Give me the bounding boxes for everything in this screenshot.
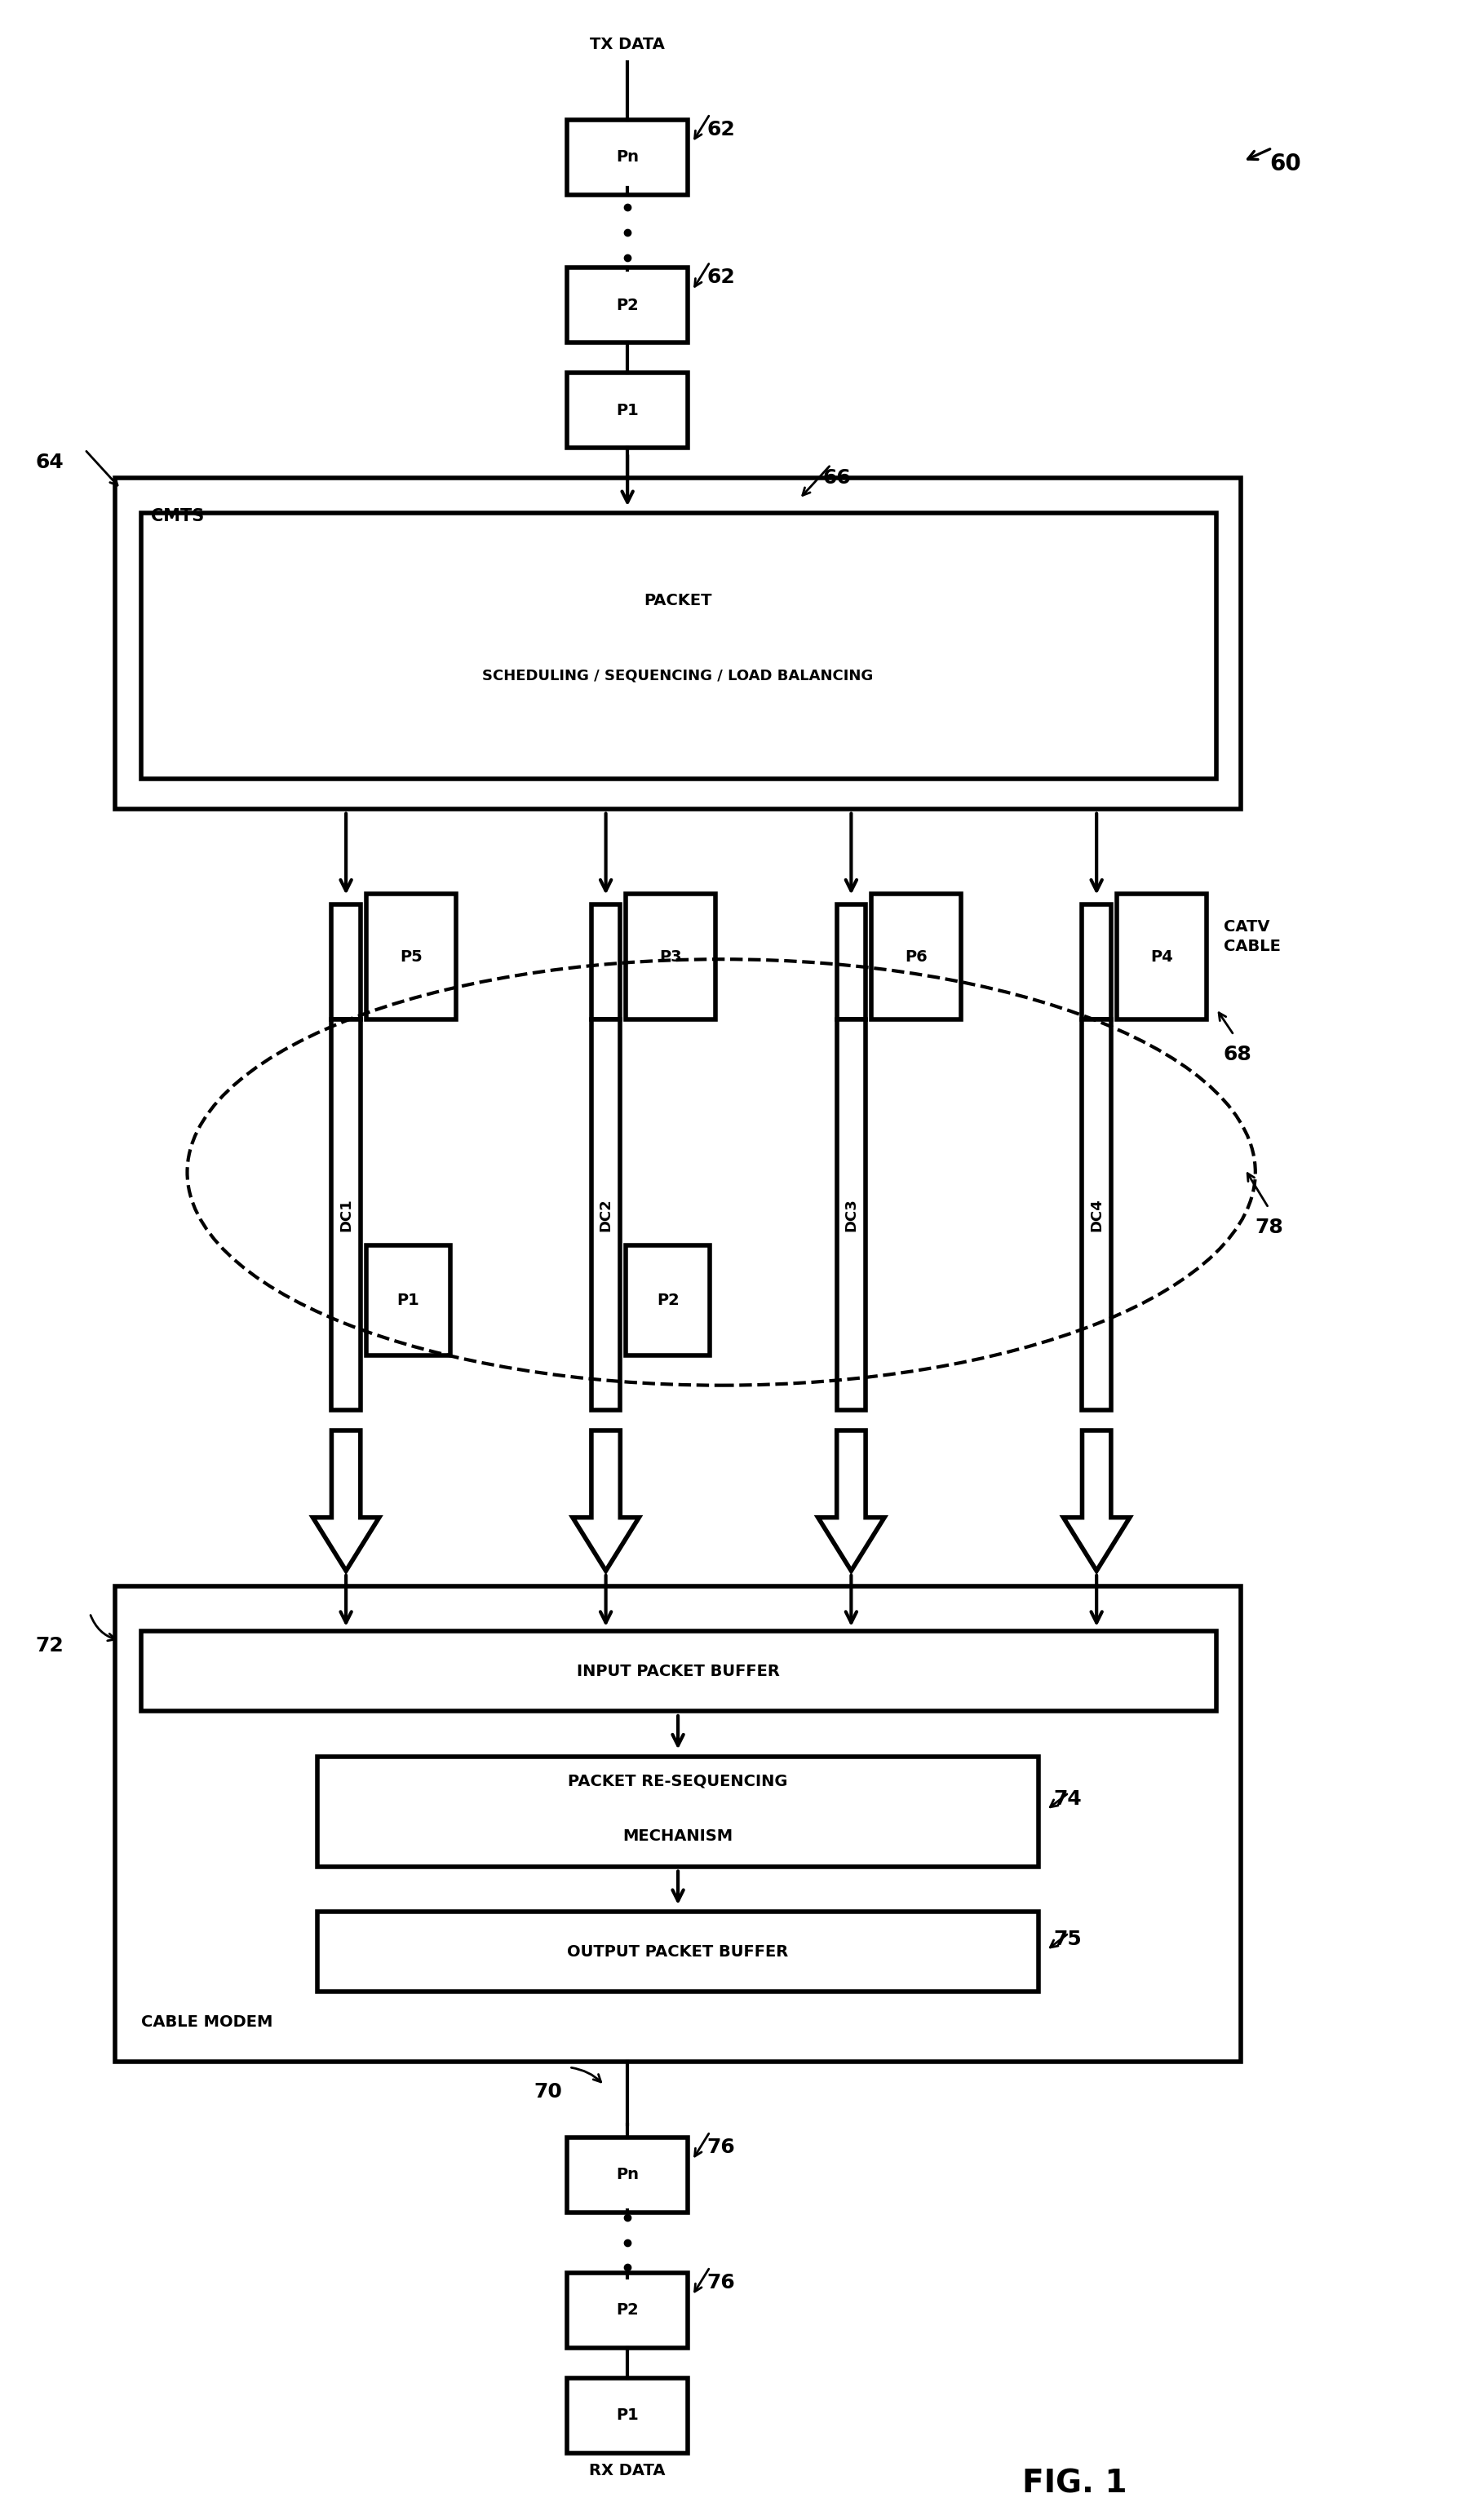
Text: Pn: Pn — [616, 2167, 638, 2182]
Bar — [366, 1245, 450, 1356]
Text: 76: 76 — [707, 2137, 736, 2157]
Text: P1: P1 — [616, 2407, 638, 2424]
Text: PACKET RE-SEQUENCING: PACKET RE-SEQUENCING — [568, 1774, 788, 1789]
Bar — [836, 905, 865, 1021]
Bar — [567, 118, 688, 194]
Text: PACKET: PACKET — [644, 592, 712, 607]
Bar — [871, 895, 960, 1021]
Text: CMTS: CMTS — [152, 509, 204, 524]
Text: 75: 75 — [1053, 1930, 1081, 1948]
Text: P2: P2 — [616, 2303, 638, 2318]
Text: 76: 76 — [707, 2273, 736, 2293]
Text: INPUT PACKET BUFFER: INPUT PACKET BUFFER — [577, 1663, 779, 1678]
Bar — [592, 1021, 621, 1411]
Bar — [836, 1021, 865, 1411]
Text: 64: 64 — [35, 454, 64, 474]
Text: P6: P6 — [905, 950, 928, 965]
Text: 78: 78 — [1256, 1217, 1284, 1237]
Text: DC1: DC1 — [338, 1200, 354, 1232]
Text: P2: P2 — [616, 297, 638, 312]
Text: 62: 62 — [707, 267, 736, 287]
Bar — [115, 479, 1241, 809]
Text: RX DATA: RX DATA — [589, 2462, 666, 2480]
Polygon shape — [573, 1431, 640, 1570]
Bar — [1083, 1021, 1112, 1411]
Text: OUTPUT PACKET BUFFER: OUTPUT PACKET BUFFER — [567, 1943, 788, 1961]
Bar — [592, 905, 621, 1021]
Text: 70: 70 — [533, 2082, 562, 2102]
Bar — [366, 895, 456, 1021]
Text: DC2: DC2 — [599, 1200, 613, 1232]
Bar — [115, 1585, 1241, 2061]
Bar — [567, 373, 688, 449]
Text: DC4: DC4 — [1090, 1200, 1104, 1232]
Bar — [567, 2137, 688, 2213]
Bar — [567, 2273, 688, 2349]
Polygon shape — [817, 1431, 884, 1570]
Text: 66: 66 — [822, 469, 851, 486]
Text: 62: 62 — [707, 118, 736, 139]
Text: Pn: Pn — [616, 149, 638, 164]
Bar — [627, 1245, 710, 1356]
Text: P4: P4 — [1150, 950, 1173, 965]
Text: CATV
CABLE: CATV CABLE — [1224, 920, 1281, 955]
Bar — [318, 1913, 1039, 1991]
Bar — [141, 514, 1217, 779]
Text: 74: 74 — [1053, 1789, 1081, 1809]
Bar — [141, 1630, 1217, 1711]
Text: P1: P1 — [396, 1293, 420, 1308]
Text: CABLE MODEM: CABLE MODEM — [141, 2013, 272, 2029]
Text: P3: P3 — [660, 950, 682, 965]
Bar — [332, 905, 360, 1021]
Bar — [332, 1021, 360, 1411]
Text: MECHANISM: MECHANISM — [622, 1830, 733, 1845]
Text: 72: 72 — [35, 1635, 64, 1656]
Text: P5: P5 — [399, 950, 423, 965]
Bar — [567, 267, 688, 343]
Text: FIG. 1: FIG. 1 — [1023, 2467, 1128, 2500]
Bar — [1116, 895, 1206, 1021]
Bar — [627, 895, 715, 1021]
Bar — [567, 2379, 688, 2452]
Text: P1: P1 — [616, 403, 638, 418]
Bar — [1083, 905, 1112, 1021]
Bar — [318, 1756, 1039, 1867]
Text: 68: 68 — [1224, 1043, 1252, 1063]
Polygon shape — [313, 1431, 379, 1570]
Text: 60: 60 — [1271, 151, 1301, 174]
Text: SCHEDULING / SEQUENCING / LOAD BALANCING: SCHEDULING / SEQUENCING / LOAD BALANCING — [482, 668, 873, 683]
Polygon shape — [1064, 1431, 1129, 1570]
Text: DC3: DC3 — [844, 1200, 858, 1232]
Text: TX DATA: TX DATA — [590, 35, 664, 53]
Text: P2: P2 — [657, 1293, 679, 1308]
